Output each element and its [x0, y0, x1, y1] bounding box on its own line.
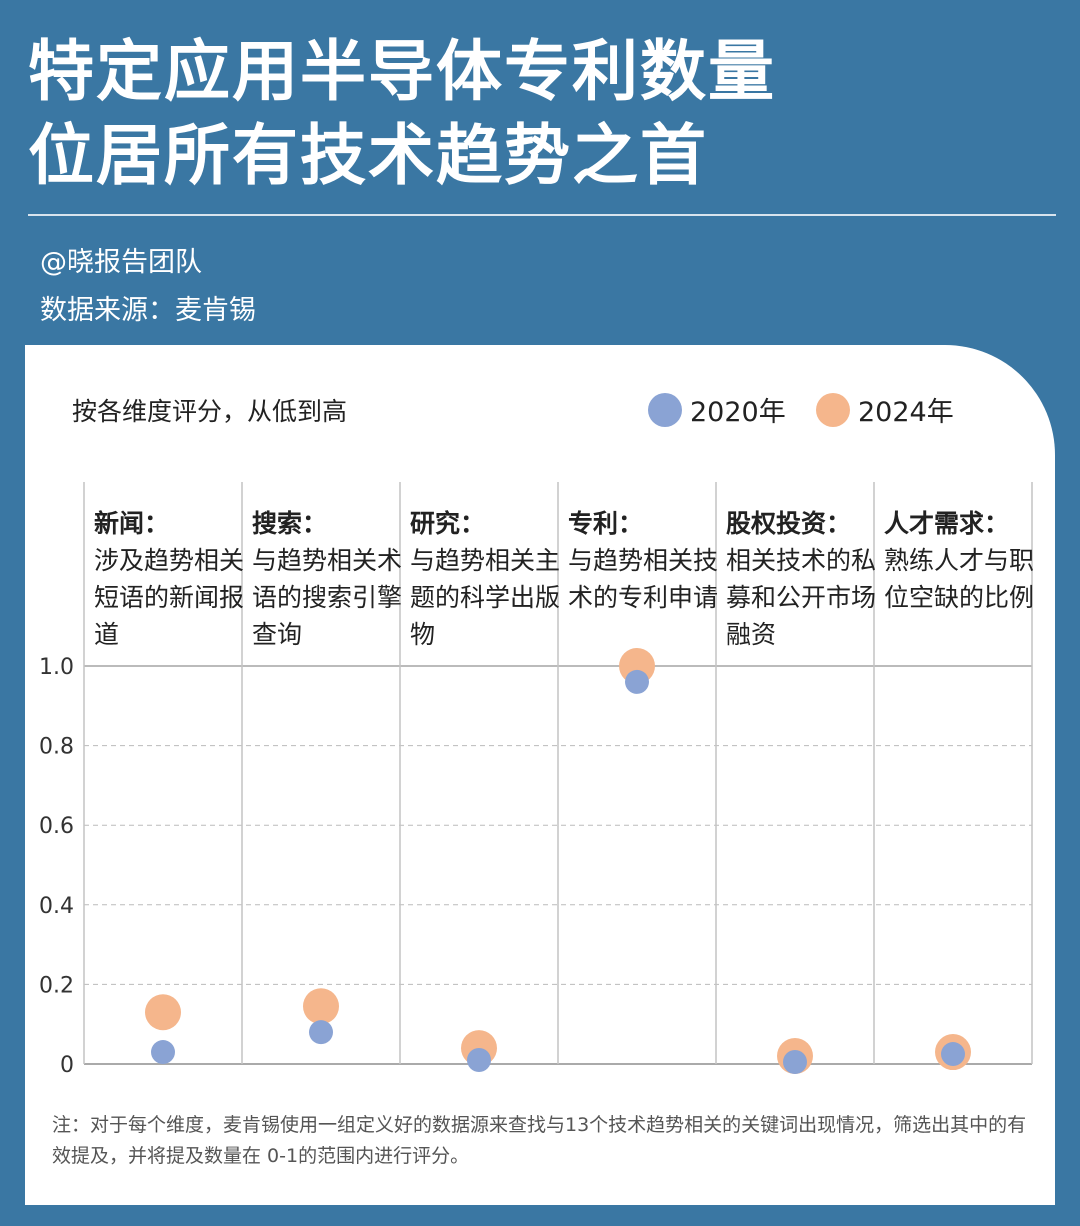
legend-label-2024: 2024年 — [858, 397, 954, 428]
category-desc: 与趋势相关主题的科学出版物 — [410, 546, 561, 649]
category-header: 股权投资： 相关技术的私募和公开市场融资 — [726, 505, 876, 653]
chart-title: 按各维度评分，从低到高 — [72, 397, 348, 426]
source: 数据来源：麦肯锡 — [40, 295, 256, 326]
y-tick-label: 0.8 — [39, 735, 74, 760]
y-tick-label: 0.4 — [39, 894, 74, 919]
point-2020-3 — [625, 669, 649, 694]
legend-dot-2020 — [648, 392, 682, 427]
y-tick-label: 0.2 — [39, 973, 74, 998]
category-name: 股权投资： — [726, 509, 852, 538]
title-line-2: 位居所有技术趋势之首 — [28, 117, 708, 194]
page-title: 特定应用半导体专利数量 位居所有技术趋势之首 — [28, 30, 776, 198]
category-name: 研究： — [410, 509, 486, 538]
point-2024-0 — [145, 994, 181, 1031]
author: @晓报告团队 — [40, 247, 202, 278]
point-2020-4 — [783, 1050, 807, 1075]
category-desc: 与趋势相关术语的搜索引擎查询 — [252, 546, 403, 649]
divider — [28, 214, 1056, 216]
point-2020-2 — [467, 1048, 491, 1073]
point-2020-1 — [309, 1020, 333, 1045]
legend-2020: 2020年 — [648, 390, 786, 429]
category-desc: 相关技术的私募和公开市场融资 — [726, 546, 877, 649]
category-name: 人才需求： — [884, 509, 1010, 538]
chart-card — [25, 345, 1055, 1205]
point-2020-5 — [941, 1042, 965, 1067]
category-name: 专利： — [568, 509, 644, 538]
point-2020-0 — [151, 1040, 175, 1065]
category-desc: 熟练人才与职位空缺的比例 — [884, 546, 1035, 612]
category-desc: 与趋势相关技术的专利申请 — [568, 546, 719, 612]
category-name: 搜索： — [252, 509, 328, 538]
category-header: 新闻： 涉及趋势相关短语的新闻报道 — [94, 505, 244, 653]
y-tick-label: 0 — [60, 1053, 74, 1078]
category-header: 搜索： 与趋势相关术语的搜索引擎查询 — [252, 505, 402, 653]
category-desc: 涉及趋势相关短语的新闻报道 — [94, 546, 245, 649]
category-header: 研究： 与趋势相关主题的科学出版物 — [410, 505, 560, 653]
footnote: 注：对于每个维度，麦肯锡使用一组定义好的数据源来查找与13个技术趋势相关的关键词… — [52, 1114, 1027, 1167]
category-header: 人才需求： 熟练人才与职位空缺的比例 — [884, 505, 1034, 616]
point-2024-1 — [303, 988, 339, 1025]
legend-dot-2024 — [816, 392, 850, 427]
category-name: 新闻： — [94, 509, 170, 538]
y-tick-label: 1.0 — [39, 655, 74, 680]
category-header: 专利： 与趋势相关技术的专利申请 — [568, 505, 718, 616]
legend-2024: 2024年 — [816, 390, 954, 429]
y-tick-label: 0.6 — [39, 814, 74, 839]
title-line-1: 特定应用半导体专利数量 — [28, 33, 776, 110]
legend-label-2020: 2020年 — [690, 397, 786, 428]
